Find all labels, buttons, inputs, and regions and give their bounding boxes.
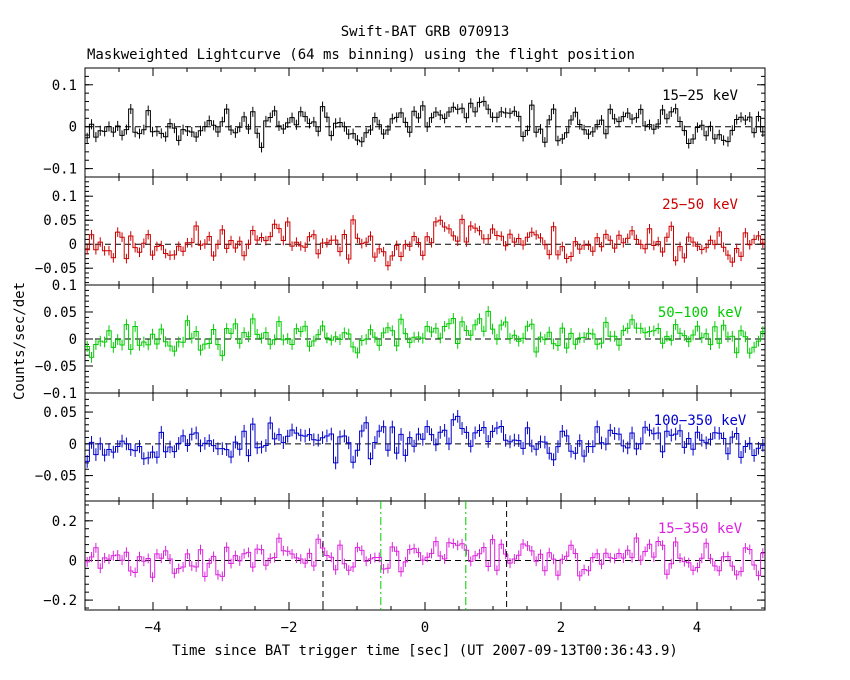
x-tick-label: 2 xyxy=(557,620,565,636)
y-tick-label: −0.05 xyxy=(35,261,77,277)
x-tick-label: −4 xyxy=(145,620,162,636)
y-tick-label: 0.05 xyxy=(43,405,77,421)
y-tick-label: 0.05 xyxy=(43,213,77,229)
lightcurve-series xyxy=(85,310,765,358)
chart-subtitle: Maskweighted Lightcurve (64 ms binning) … xyxy=(87,47,635,63)
panel-5: −0.2 0 0.2 15−350 keV −4 −2 0 2 4 xyxy=(43,500,766,636)
panel-4: −0.05 0 0.05 100−350 keV xyxy=(35,392,766,502)
chart-title: Swift-BAT GRB 070913 xyxy=(341,24,510,40)
y-tick-label: 0.1 xyxy=(52,189,77,205)
y-tick-label: 0 xyxy=(69,553,77,569)
x-tick-label: 4 xyxy=(693,620,701,636)
y-axis-label: Counts/sec/det xyxy=(12,282,28,400)
x-tick-label: −2 xyxy=(281,620,298,636)
band-label: 100−350 keV xyxy=(654,413,747,429)
y-tick-label: 0 xyxy=(69,437,77,453)
y-tick-label: −0.05 xyxy=(35,359,77,375)
band-label: 15−25 keV xyxy=(662,88,738,104)
y-tick-label: 0 xyxy=(69,237,77,253)
lightcurve-series xyxy=(85,537,765,578)
y-tick-label: 0 xyxy=(69,120,77,136)
y-tick-label: −0.1 xyxy=(43,386,77,402)
band-label: 15−350 keV xyxy=(658,521,743,537)
y-tick-label: 0.05 xyxy=(43,305,77,321)
lightcurve-series xyxy=(85,415,765,464)
band-label: 50−100 keV xyxy=(658,305,743,321)
y-tick-label: 0.2 xyxy=(52,514,77,530)
x-axis-label: Time since BAT trigger time [sec] (UT 20… xyxy=(172,643,678,659)
panel-frame xyxy=(84,176,766,286)
panel-2: −0.05 0 0.05 0.1 25−50 keV xyxy=(35,176,766,286)
panel-3: −0.1 −0.05 0 0.05 0.1 50−100 keV xyxy=(35,278,766,402)
x-tick-label: 0 xyxy=(421,620,429,636)
lightcurve-series xyxy=(85,100,765,148)
y-tick-label: 0 xyxy=(69,332,77,348)
band-label: 25−50 keV xyxy=(662,197,738,213)
y-tick-label: −0.2 xyxy=(43,593,77,609)
y-tick-label: 0.1 xyxy=(52,278,77,294)
y-tick-label: 0.1 xyxy=(52,78,77,94)
lightcurve-series xyxy=(85,218,765,267)
y-tick-label: −0.1 xyxy=(43,162,77,178)
y-tick-label: −0.05 xyxy=(35,469,77,485)
panel-1: −0.1 0 0.1 15−25 keV xyxy=(43,67,766,178)
